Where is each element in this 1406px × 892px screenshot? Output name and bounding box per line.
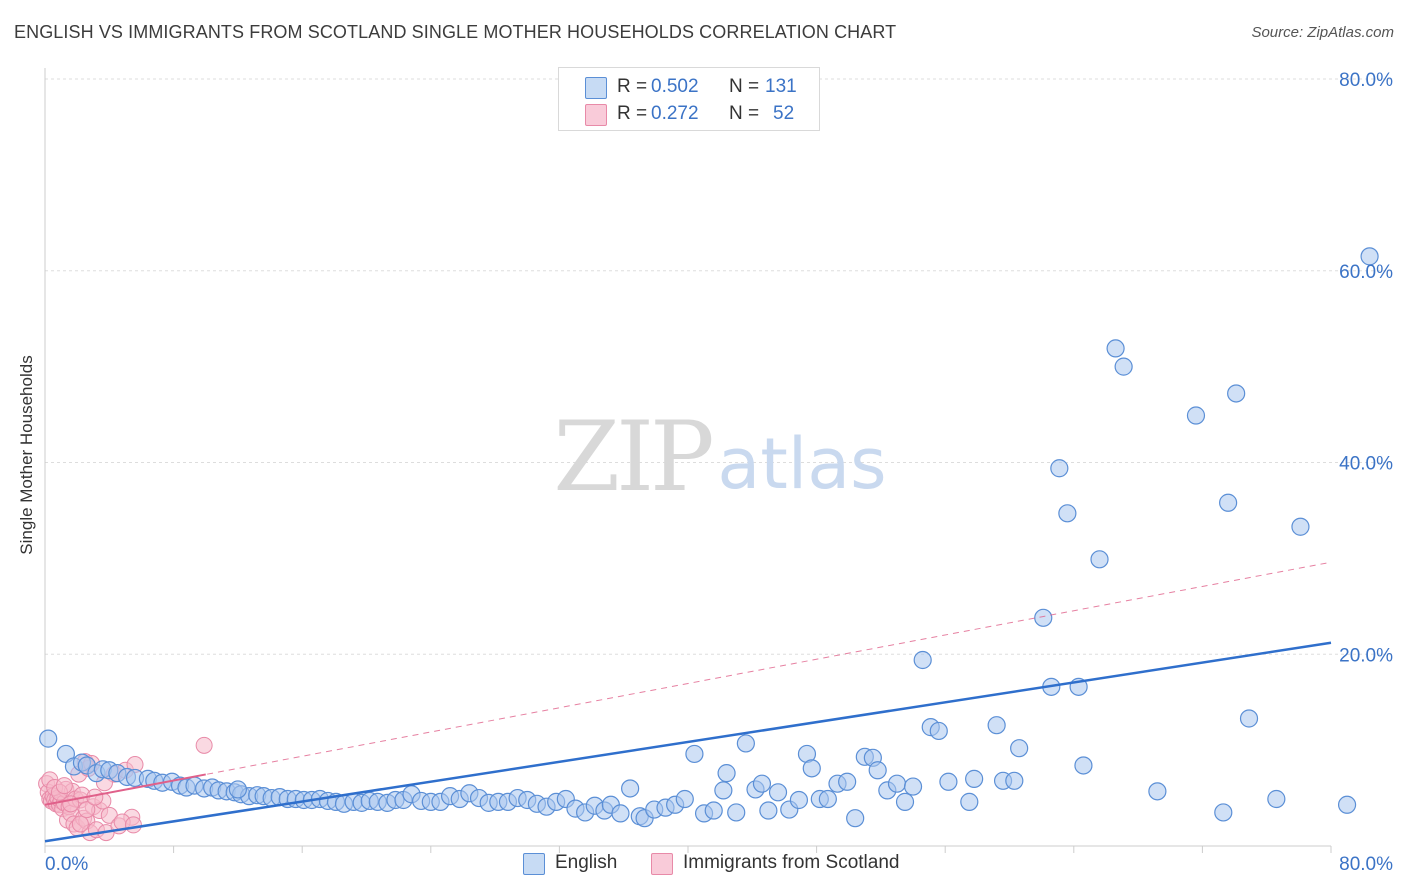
english-trendline [44,641,1332,843]
english-point [736,734,755,753]
english-point [759,801,778,820]
english-points [39,247,1379,828]
english-point [704,801,723,820]
scotland-point [71,815,89,833]
english-point [1186,406,1206,425]
scotland-swatch [585,104,607,126]
english-point [1005,771,1024,790]
english-point [228,780,247,799]
english-point [895,792,915,811]
english-point [1034,608,1053,627]
english-point [1106,339,1125,358]
english-point [1148,782,1167,801]
r-label: R = [617,76,648,97]
scotland-trendline-solid [44,773,206,806]
trendlines [44,561,1332,843]
scotland-point [55,777,73,795]
english-point [960,792,979,811]
english-point [768,783,788,802]
scotland-point [78,801,96,819]
gridlines [45,78,1393,655]
english-point [965,769,984,788]
scotland-swatch [651,853,673,875]
english-point [1114,357,1133,376]
english-point [1291,517,1310,536]
english-point [752,774,772,793]
y-tick-label: 80.0% [1339,70,1393,91]
english-point [621,779,640,798]
watermark-zip: ZIP [553,401,712,513]
english-swatch [523,853,545,875]
y-tick-label: 40.0% [1339,454,1393,475]
source-credit: Source: ZipAtlas.com [1251,24,1394,41]
chart-title: ENGLISH VS IMMIGRANTS FROM SCOTLAND SING… [14,22,897,42]
english-point [39,729,58,748]
english-point [903,777,923,796]
english-point [846,809,865,828]
english-point [868,761,887,780]
english-point [685,744,704,764]
english-point [802,759,821,778]
correlation-legend: R = 0.502 N = 131 R = 0.272 N = 52 [558,67,820,131]
n-label: N = [729,103,760,124]
english-point [1058,504,1077,523]
legend-label-english: English [555,852,618,873]
axes [44,68,1332,853]
english-point [1214,803,1233,822]
legend-label-scotland: Immigrants from Scotland [683,852,900,873]
english-swatch [585,77,607,99]
scotland-point [124,816,142,834]
r-label: R = [617,103,648,124]
english-point [887,774,907,793]
english-point [1050,459,1069,478]
english-point [939,772,958,791]
x-tick-label: 80.0% [1339,854,1393,875]
scotland-trendline-dashed [44,561,1332,806]
english-point [1219,493,1238,512]
y-tick-label: 60.0% [1339,262,1393,283]
english-point [818,789,837,809]
english-point [1360,247,1379,266]
n-value: 52 [773,103,795,124]
english-point [727,803,746,822]
english-point [929,721,948,741]
english-point [714,781,733,800]
tick-labels: 20.0% 40.0% 60.0% 80.0% 0.0% 80.0% [45,70,1393,875]
english-point [987,716,1006,735]
watermark: ZIP atlas [553,401,886,513]
english-point [1267,789,1286,809]
watermark-atlas: atlas [717,423,886,505]
r-value: 0.272 [651,103,699,124]
r-value: 0.502 [651,76,699,97]
english-point [1074,756,1093,775]
english-point [913,650,932,670]
english-point [1337,795,1357,814]
x-tick-label: 0.0% [45,854,88,875]
english-point [1239,709,1259,728]
english-point [717,764,736,783]
english-point [675,789,694,809]
english-point [611,804,630,823]
scotland-point [195,736,213,754]
english-point [1227,384,1246,403]
english-point [1010,739,1029,758]
english-point [789,790,809,810]
y-tick-label: 20.0% [1339,645,1393,666]
english-point [838,772,857,791]
n-label: N = [729,76,760,97]
english-point [1090,550,1109,569]
n-value: 131 [765,76,797,97]
